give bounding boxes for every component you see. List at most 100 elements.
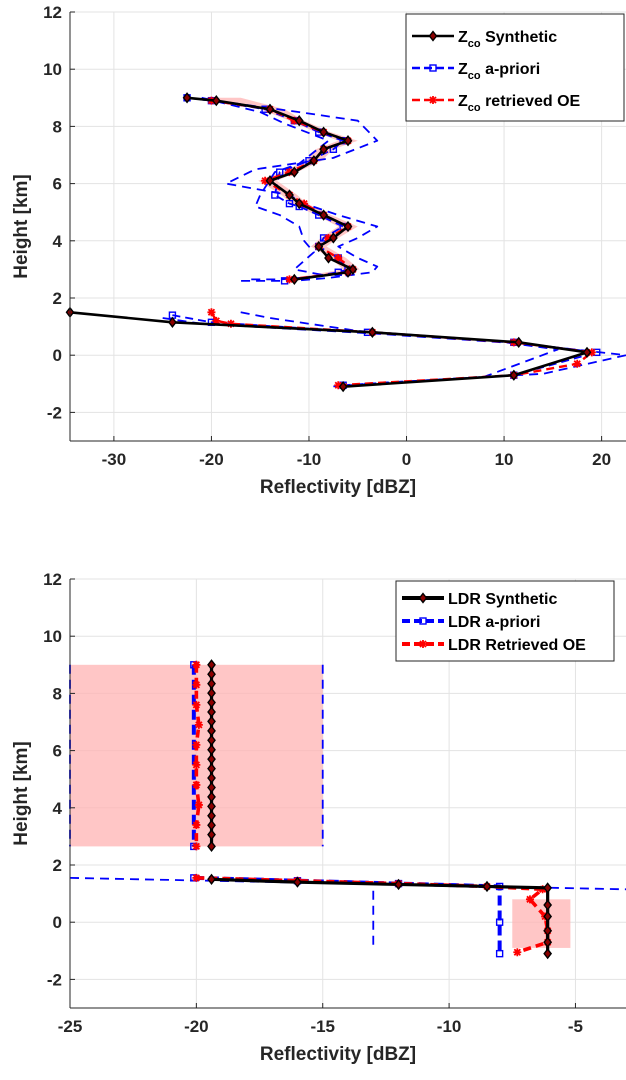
chart2-data-point [293,876,302,888]
chart2-data-point [207,873,216,885]
chart2-series-line [194,664,201,847]
chart2-data-point [194,720,203,729]
chart1-data-point [582,346,592,358]
chart1-data-point [324,252,333,264]
chart1-y-tick-label: 6 [53,175,62,194]
chart1-data-point [319,143,329,155]
chart1-x-tick-label: 10 [495,450,514,469]
chart2-data-point [513,948,522,957]
chart1-y-tick-label: 4 [53,232,63,251]
chart2-legend-marker [419,617,427,625]
chart1-x-axis-label: Reflectivity [dBZ] [260,477,416,498]
chart1-data-point [182,92,192,104]
chart1-data-point [212,316,221,325]
chart1-data-point [261,176,270,185]
chart1-data-point [285,168,294,177]
chart1-data-point [319,209,329,221]
chart1-legend-marker [429,64,437,72]
chart1-legend-marker [429,96,437,104]
chart2-data-point [495,949,504,958]
chart2-data-point [192,660,201,669]
chart1-data-point [343,220,353,233]
chart2-uncertainty-band [512,899,571,948]
chart1-data-point [334,381,343,390]
chart2-data-point [194,800,203,809]
chart2-x-axis-label: Reflectivity [dBZ] [260,1044,416,1065]
chart2-data-point [543,948,553,960]
chart1-data-point [509,369,519,381]
chart2-x-tick-label: -5 [568,1017,583,1036]
chart1-data-point [573,359,582,368]
chart2-series-line [211,877,550,954]
chart2-legend-label: LDR Retrieved OE [448,637,586,654]
chart1-legend: Zco Synthetic Zco a-priori Zco retrieved O… [405,13,625,122]
chart2-y-tick-label: 10 [43,627,62,646]
chart1-data-point [226,319,235,328]
chart1-y-tick-label: 2 [53,289,62,308]
chart1-data-point [271,191,279,199]
chart2-legend-marker [419,640,427,648]
chart2-x-tick-label: -20 [184,1017,209,1036]
chart1-data-point [285,189,294,201]
chart2-data-point [525,895,534,904]
chart2-data-point [543,910,553,923]
chart1-apriori-bound-line [201,96,330,281]
chart1-data-point [265,175,275,187]
chart1-y-tick-label: 8 [53,117,62,136]
chart2-data-point [495,918,504,926]
chart2-y-tick-label: -2 [47,970,62,989]
chart2-data-point [207,840,216,853]
chart2-y-axis-label: Height [km] [11,741,32,846]
chart1-data-point [367,326,377,338]
chart2-data-point [543,925,553,937]
chart2-y-tick-label: 12 [43,570,62,589]
chart1-y-tick-label: -2 [47,403,62,422]
chart1-data-point [265,103,275,115]
chart2-data-point [543,882,553,894]
chart1-data-point [207,308,216,317]
chart1-y-tick-label: 0 [53,346,62,365]
chart1-data-point [343,266,353,278]
chart1-data-point [324,233,333,242]
chart2-y-tick-label: 6 [53,742,62,761]
chart1-data-point [294,115,304,127]
chart1-data-point [338,381,348,393]
chart1-data-point [168,316,177,328]
chart1-data-point [328,232,338,244]
chart1-data-point [211,95,221,107]
chart1-x-tick-label: -30 [102,450,127,469]
chart2-legend: LDR Synthetic LDR a-priori LDR Retrieved O… [395,580,615,662]
chart2-data-point [192,842,201,851]
chart1-series-line [210,311,594,387]
chart1-data-point [289,273,299,286]
chart2-x-tick-label: -25 [58,1017,83,1036]
chart2-x-tick-label: -10 [437,1017,462,1036]
chart2-data-point [192,760,201,769]
chart2-y-tick-label: 8 [53,684,62,703]
chart1-data-point [348,263,358,276]
chart2-y-tick-label: 4 [53,799,63,818]
chart1-data-point [587,348,596,357]
chart1-apriori-bound-line [186,96,379,282]
chart1-data-point [300,199,309,208]
chart2-data-point [192,740,201,749]
chart2-legend-marker [418,592,428,604]
chart2-y-tick-label: 2 [53,856,62,875]
chart2-y-tick-label: 0 [53,913,62,932]
chart2-data-point [207,829,216,841]
chart1-legend-marker [428,30,438,42]
chart1-y-axis-label: Height [km] [11,174,32,279]
chart1-data-point [319,126,329,138]
chart2-data-point [394,878,403,891]
chart1-data-point [290,116,299,125]
chart1-data-point [334,253,343,262]
chart1-x-tick-label: 20 [592,450,611,469]
chart2-data-point [192,873,201,882]
chart1-legend-label: Zco a-priori [458,61,540,82]
chart1-data-point [314,240,324,253]
chart1-y-tick-label: 10 [43,60,62,79]
chart2-data-point [192,820,201,829]
chart2-x-tick-label: -15 [310,1017,335,1036]
